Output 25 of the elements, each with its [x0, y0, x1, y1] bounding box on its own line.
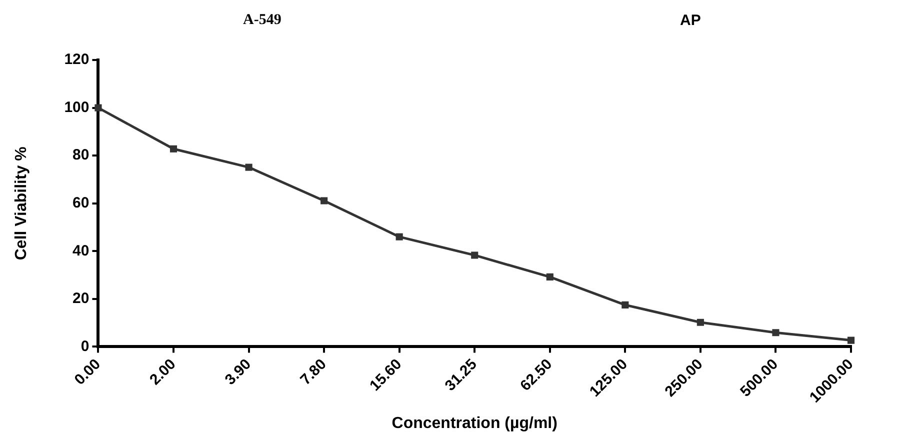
point — [696, 318, 704, 326]
y-tick-label: 40 — [72, 242, 90, 260]
y-tick-label: 100 — [64, 98, 90, 116]
y-tick-label: 20 — [72, 290, 90, 308]
y-tick-label: 80 — [72, 146, 90, 164]
point — [245, 164, 252, 171]
y-tick-label: 60 — [72, 194, 90, 212]
y-axis-title: Cell Viability % — [13, 146, 30, 260]
y-tick-label: 0 — [80, 338, 90, 355]
chart-subtitle: AP — [680, 12, 701, 29]
x-tick-label: 7.80 — [297, 356, 330, 388]
x-tick-label: 0.00 — [71, 356, 104, 388]
point — [396, 233, 403, 240]
x-axis-title: Concentration (µg/ml) — [392, 414, 558, 432]
x-tick-label: 3.90 — [222, 356, 255, 388]
chart-title: A-549 — [243, 12, 282, 29]
point — [94, 104, 102, 112]
point — [170, 145, 178, 152]
point — [622, 301, 629, 308]
point — [471, 252, 478, 259]
y-tick-label: 120 — [64, 51, 90, 68]
point — [847, 336, 855, 344]
point — [320, 197, 328, 204]
point — [546, 273, 554, 280]
point — [772, 329, 780, 336]
